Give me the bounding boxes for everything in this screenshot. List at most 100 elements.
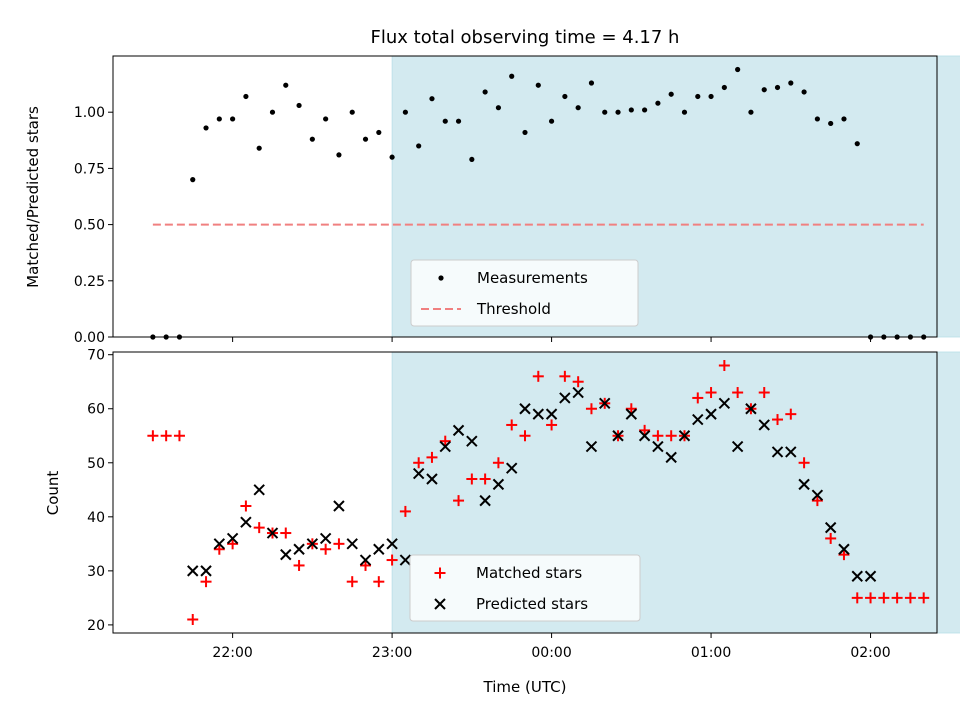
predicted-star-point [665,451,677,464]
matched-star-point [320,543,332,555]
legend-box [409,554,641,622]
measurement-point [455,118,462,124]
bottom-legend: Matched stars Predicted stars [409,554,641,622]
y-tick-label: 60 [87,402,105,418]
matched-star-point [772,414,784,426]
legend-marker [438,275,444,281]
measurement-point [416,143,422,149]
predicted-star-point [240,516,252,528]
matched-star-point [665,430,677,442]
predicted-star-point [864,570,877,582]
x-axis-label: Time (UTC) [483,678,567,696]
measurement-point [774,84,781,91]
measurement-point [548,118,555,124]
matched-star-point [453,495,465,507]
predicted-star-point [346,538,358,550]
measurement-point [735,66,741,73]
y-tick-label: 40 [87,510,105,526]
measurement-point [203,125,209,131]
predicted-star-point [280,548,292,561]
legend-box [410,259,639,327]
bottom-x-ticks: 22:00 23:00 00:00 01:00 02:00 [212,633,891,661]
matched-star-point [811,495,823,507]
predicted-star-point [439,440,451,453]
measurement-point [522,129,528,136]
y-tick-label: 0.50 [74,218,105,234]
predicted-star-point [851,570,863,582]
matched-star-point [293,559,305,571]
measurement-point [442,118,448,124]
predicted-star-point [359,554,372,566]
predicted-star-point [386,538,398,550]
predicted-star-point [731,440,744,453]
measurement-point [788,80,794,86]
measurement-point [668,91,674,97]
matched-star-point [413,457,425,469]
y-tick-label: 20 [87,618,105,634]
matched-star-point [506,419,518,431]
measurement-point [230,116,236,122]
measurement-point [814,116,820,122]
matched-star-point [851,592,863,604]
matched-star-point [439,435,451,447]
legend-label: Matched stars [476,564,582,582]
x-tick-label: 22:00 [212,645,252,661]
measurement-point [602,109,608,115]
top-y-axis-label: Matched/Predicted stars [24,106,42,288]
measurement-point [748,109,754,115]
predicted-star-point [293,543,305,555]
measurement-point [642,107,648,113]
matched-star-point [280,527,292,539]
measurement-point [469,156,475,163]
measurement-point [256,145,262,151]
matched-star-point [386,554,398,566]
top-axes-frame [112,55,938,338]
matched-star-point [758,387,770,399]
legend-label: Predicted stars [476,595,588,613]
predicted-star-point [559,392,571,404]
predicted-star-point [625,408,638,420]
predicted-star-point [838,543,850,555]
matched-star-point [705,387,717,399]
measurement-point [575,105,581,111]
matched-star-point [785,408,797,420]
matched-star-point [718,360,730,372]
measurement-point [376,129,382,136]
measurement-point [801,89,807,95]
measurement-point [535,82,541,88]
measurement-point [309,136,315,142]
predicted-star-point [306,538,319,550]
predicted-star-point [745,403,757,415]
measurement-point [296,102,302,109]
measurement-point [362,136,369,142]
x-tick-label: 01:00 [691,645,731,661]
predicted-star-point [824,521,837,534]
matched-star-point [585,403,597,415]
predicted-star-point [333,500,345,512]
measurement-point [323,116,329,122]
y-tick-label: 30 [87,564,105,580]
predicted-star-point [506,462,518,474]
y-tick-label: 1.00 [74,105,105,121]
measurement-point [681,109,688,115]
measurement-point [695,93,701,100]
matched-star-point [492,457,504,469]
top-y-ticks: 0.00 0.25 0.50 0.75 1.00 [74,105,113,346]
predicted-star-point [187,565,199,577]
predicted-stars-points [187,386,877,582]
y-tick-label: 0.75 [74,161,105,177]
matched-star-point [904,592,916,604]
matched-star-point [360,559,372,571]
matched-star-point [479,473,491,485]
predicted-star-point [585,440,598,453]
predicted-star-point [479,494,491,507]
top-x-ticks [232,337,872,342]
measurement-point [655,100,661,106]
measurement-point [562,93,568,100]
chart-title: Flux total observing time = 4.17 h [371,27,680,48]
predicted-star-point [785,446,797,458]
measurement-point [761,87,767,93]
top-legend: Measurements Threshold [410,259,639,327]
measurement-point [283,82,289,88]
